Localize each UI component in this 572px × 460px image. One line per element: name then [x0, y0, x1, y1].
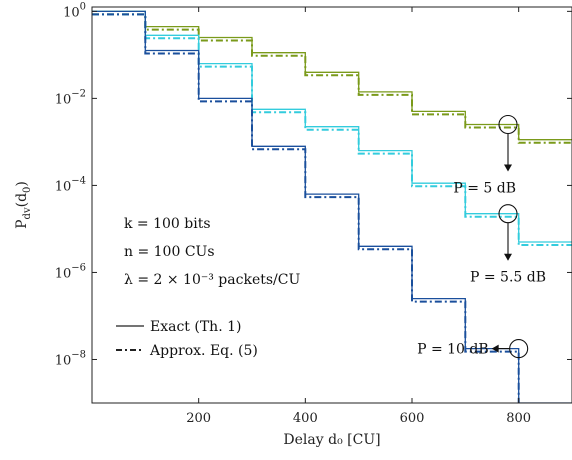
ticks-layer: 200 400 600 800 100 10−2 10−4 10−6 10−8	[55, 1, 572, 426]
x-tick-label: 800	[506, 411, 531, 426]
annotation-arrowhead	[504, 164, 512, 172]
series-approx-1	[92, 13, 572, 246]
series-approx-2	[92, 13, 520, 403]
y-tick-label: 10−4	[55, 175, 86, 194]
annotation-circle	[509, 339, 529, 359]
annotation-label: P = 10 dB	[417, 342, 489, 358]
x-tick-label: 200	[186, 411, 211, 426]
annotation-label: P = 5 dB	[453, 180, 516, 196]
annotation-label: P = 5.5 dB	[470, 270, 546, 286]
y-tick-label: 10−8	[55, 349, 86, 368]
legend-exact-label: Exact (Th. 1)	[150, 319, 241, 335]
annotation-arrowhead	[491, 344, 499, 353]
x-tick-label: 600	[400, 411, 425, 426]
param-lambda: λ = 2 × 10⁻³ packets/CU	[124, 272, 300, 288]
annotation-arrowhead	[504, 253, 512, 261]
y-tick-label: 100	[63, 1, 86, 20]
y-tick-label: 10−2	[55, 88, 86, 107]
series-exact-1	[92, 10, 572, 243]
series-approx-0	[92, 13, 572, 144]
param-n: n = 100 CUs	[124, 244, 215, 260]
legend: Exact (Th. 1) Approx. Eq. (5)	[116, 319, 258, 359]
series-layer	[92, 10, 572, 403]
parameter-box: k = 100 bits n = 100 CUs λ = 2 × 10⁻³ pa…	[124, 216, 300, 288]
legend-approx-label: Approx. Eq. (5)	[149, 343, 258, 359]
plot-frame	[91, 6, 572, 404]
series-exact-0	[92, 10, 572, 141]
series-exact-2	[92, 10, 572, 403]
y-tick-label: 10−6	[55, 262, 86, 281]
param-k: k = 100 bits	[124, 216, 211, 232]
y-axis-label: Pdv(d0)	[14, 181, 33, 229]
x-axis-label: Delay d₀ [CU]	[283, 432, 380, 448]
x-tick-label: 400	[293, 411, 318, 426]
annotation-layer: P = 5 dB P = 5.5 dB P = 10 dB	[417, 114, 546, 359]
